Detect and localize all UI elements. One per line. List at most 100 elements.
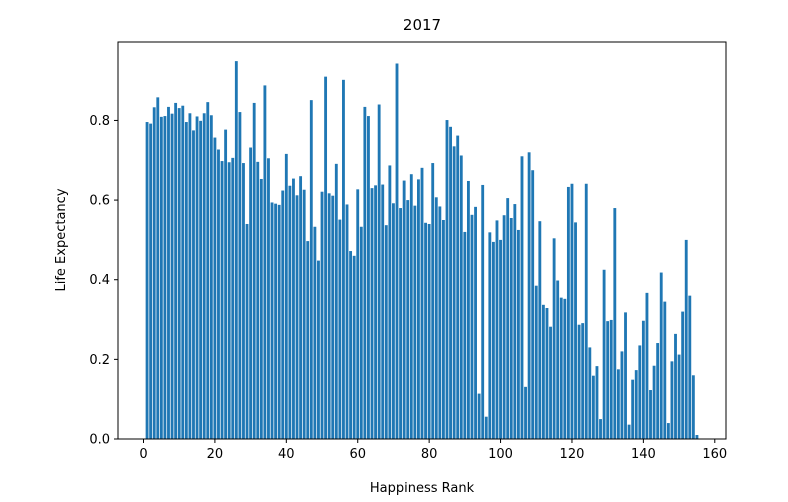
x-axis-label: Happiness Rank xyxy=(370,481,475,496)
bar xyxy=(145,122,149,439)
x-tick-label: 40 xyxy=(278,447,295,462)
bar xyxy=(681,311,685,439)
bar xyxy=(599,419,602,439)
bar xyxy=(209,115,213,439)
x-tick-label: 100 xyxy=(488,447,513,462)
x-tick-label: 0 xyxy=(139,447,147,462)
bar xyxy=(606,321,610,439)
y-tick-label: 0.2 xyxy=(89,353,110,368)
bar xyxy=(363,106,367,440)
bar xyxy=(331,195,335,439)
bar xyxy=(420,167,424,440)
bar xyxy=(495,220,499,439)
bar xyxy=(220,161,224,439)
x-tick-label: 80 xyxy=(421,447,438,462)
bar xyxy=(388,165,392,440)
bar xyxy=(452,146,456,440)
y-axis-label: Life Expectancy xyxy=(54,188,69,291)
bar xyxy=(267,158,270,439)
bar xyxy=(631,379,635,439)
bar xyxy=(666,423,670,439)
bar xyxy=(324,76,328,439)
bar xyxy=(549,326,552,439)
bar xyxy=(534,285,538,439)
bar xyxy=(320,191,324,439)
bar xyxy=(270,202,274,439)
bar xyxy=(502,215,506,439)
bar xyxy=(656,343,660,439)
bar xyxy=(259,178,263,439)
bar xyxy=(531,170,535,439)
bar xyxy=(602,269,606,439)
bar xyxy=(434,197,438,439)
bar xyxy=(402,180,406,439)
bar xyxy=(181,105,185,440)
bar xyxy=(263,85,267,440)
bar xyxy=(463,231,467,439)
y-tick-label: 0.0 xyxy=(89,433,110,448)
bar xyxy=(588,347,592,439)
bar xyxy=(349,251,353,439)
bar xyxy=(352,255,356,439)
bar xyxy=(563,298,567,439)
bar xyxy=(427,223,431,439)
bar xyxy=(256,161,260,439)
bar xyxy=(513,204,517,439)
bar xyxy=(409,174,413,439)
bar xyxy=(556,280,560,439)
bar xyxy=(224,129,228,439)
bar xyxy=(242,163,245,439)
bar xyxy=(167,106,170,440)
bar xyxy=(431,163,435,439)
bar xyxy=(459,155,463,439)
bar xyxy=(374,185,378,439)
x-tick-label: 20 xyxy=(207,447,224,462)
bar xyxy=(338,219,342,439)
bar xyxy=(577,324,581,439)
bar xyxy=(367,116,370,439)
bar xyxy=(245,223,249,439)
bar xyxy=(227,162,231,439)
y-tick-label: 0.8 xyxy=(89,114,110,129)
bar xyxy=(566,186,570,439)
bar xyxy=(441,219,445,439)
bar xyxy=(645,292,649,439)
bar xyxy=(449,126,452,440)
bar xyxy=(274,203,278,439)
bar xyxy=(213,137,217,439)
bar xyxy=(688,295,692,439)
bar xyxy=(695,435,699,439)
x-tick-label: 160 xyxy=(702,447,727,462)
bar xyxy=(152,107,156,440)
bar xyxy=(327,193,331,439)
bar xyxy=(538,221,542,439)
bar xyxy=(616,369,620,439)
bar xyxy=(231,157,235,439)
chart-title: 2017 xyxy=(403,16,441,34)
bar xyxy=(306,241,310,439)
bar xyxy=(234,61,238,439)
bar xyxy=(399,208,403,439)
bar xyxy=(149,123,153,440)
bar xyxy=(488,232,492,439)
bar xyxy=(288,185,292,439)
bar xyxy=(295,195,299,439)
bar xyxy=(170,113,174,440)
bar xyxy=(649,390,652,439)
bar xyxy=(334,163,338,440)
bar xyxy=(659,272,663,439)
bar xyxy=(509,218,513,439)
bar xyxy=(217,149,220,439)
bar xyxy=(395,63,399,440)
bar xyxy=(406,200,410,439)
bar xyxy=(184,122,188,439)
bar xyxy=(163,116,167,439)
bar xyxy=(499,239,502,439)
bar xyxy=(195,116,199,439)
bar xyxy=(317,260,320,439)
bar xyxy=(506,198,510,439)
bar xyxy=(417,179,420,439)
bar xyxy=(238,112,242,439)
